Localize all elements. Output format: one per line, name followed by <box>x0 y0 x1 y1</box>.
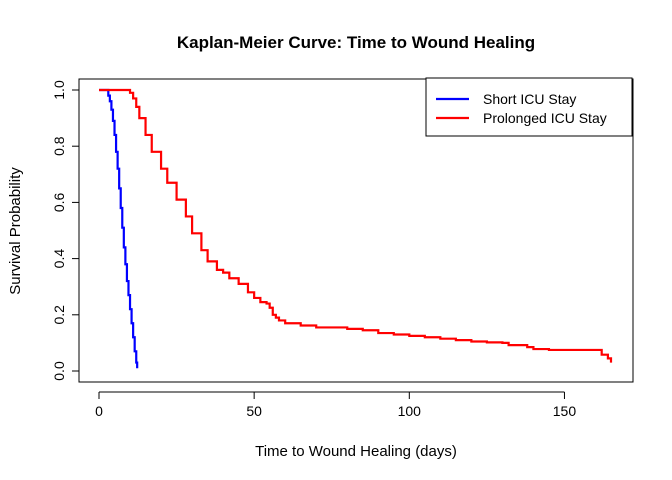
x-axis-label: Time to Wound Healing (days) <box>255 443 457 460</box>
series-line-prolonged-icu-stay <box>99 88 613 363</box>
y-tick-label: 0.8 <box>51 136 67 156</box>
legend-label: Prolonged ICU Stay <box>483 110 607 126</box>
chart-title: Kaplan-Meier Curve: Time to Wound Healin… <box>177 33 535 52</box>
series-lines <box>99 88 613 369</box>
y-tick-label: 0.4 <box>51 249 67 269</box>
y-axis-label: Survival Probability <box>7 167 24 295</box>
x-tick-label: 0 <box>95 403 103 419</box>
y-tick-label: 0.0 <box>51 361 67 381</box>
y-tick-label: 0.2 <box>51 305 67 325</box>
series-line-short-icu-stay <box>99 88 139 369</box>
x-tick-label: 50 <box>246 403 262 419</box>
y-tick-label: 1.0 <box>51 80 67 100</box>
x-tick-label: 100 <box>398 403 422 419</box>
legend-label: Short ICU Stay <box>483 91 576 107</box>
axes: 0 50 100 150 0.0 0.2 0.4 0.6 0.8 1.0 <box>51 80 576 419</box>
y-tick-label: 0.6 <box>51 192 67 212</box>
legend: Short ICU Stay Prolonged ICU Stay <box>425 77 633 137</box>
legend-box <box>425 77 633 137</box>
x-tick-label: 150 <box>553 403 577 419</box>
